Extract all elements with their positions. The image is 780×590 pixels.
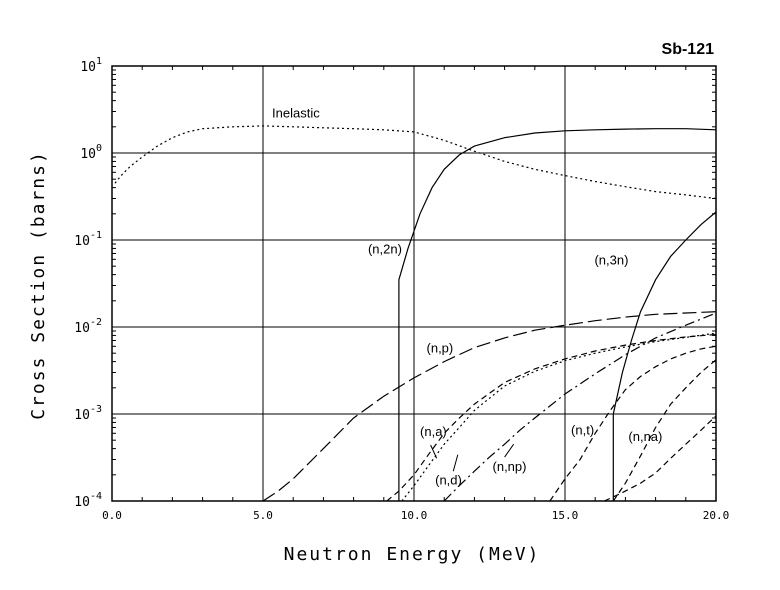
y-tick-label: 100 [80,143,102,162]
y-axis-label: Cross Section (barns) [28,150,49,420]
series-line-n-2n [398,128,717,501]
x-tick-label: 15.0 [552,509,579,522]
series-label: (n,na) [628,429,662,444]
series-label: Inelastic [272,105,320,120]
chart-title: Sb-121 [662,41,715,58]
series-line-n-a [386,333,717,502]
series-labels: Inelastic (n,2n) (n,3n) (n,p) (n,a) (n,d) (n,n… [272,105,662,487]
series-label: (n,t) [571,423,594,438]
series-label: (n,3n) [594,253,628,268]
series-line-n-3n [612,211,717,501]
x-tick-label: 5.0 [253,509,273,522]
series-label: (n,a) [420,424,447,439]
plot-frame [111,65,717,502]
y-tick-label: 10-1 [74,230,102,249]
label-leader [430,444,438,459]
axis-ticks: 0.0 5.0 10.0 15.0 20.0 10-4 10-3 10-2 10-1 100 101 [74,56,729,522]
series-line-inelastic [114,125,717,200]
grid [112,66,716,501]
x-axis-label: Neutron Energy (MeV) [284,544,541,565]
series-line-n-na [604,415,717,502]
series-label: (n,d) [435,472,462,487]
series-line-n-na-upper [612,359,717,502]
series-label: (n,2n) [368,241,402,256]
label-leader [452,454,459,472]
series-line-n-np [443,312,717,502]
label-leader [504,443,515,458]
y-tick-label: 10-4 [74,491,102,510]
y-tick-label: 101 [80,56,102,75]
series-line-n-t [549,345,717,502]
x-tick-label: 20.0 [703,509,730,522]
x-tick-label: 10.0 [401,509,428,522]
x-tick-label: 0.0 [102,509,122,522]
series-line-n-p [262,311,717,502]
y-tick-label: 10-2 [74,317,102,336]
y-tick-label: 10-3 [74,404,102,423]
series-group [114,125,717,502]
series-label: (n,p) [427,340,454,355]
series-label: (n,np) [493,459,527,474]
series-line-n-d [401,332,717,502]
